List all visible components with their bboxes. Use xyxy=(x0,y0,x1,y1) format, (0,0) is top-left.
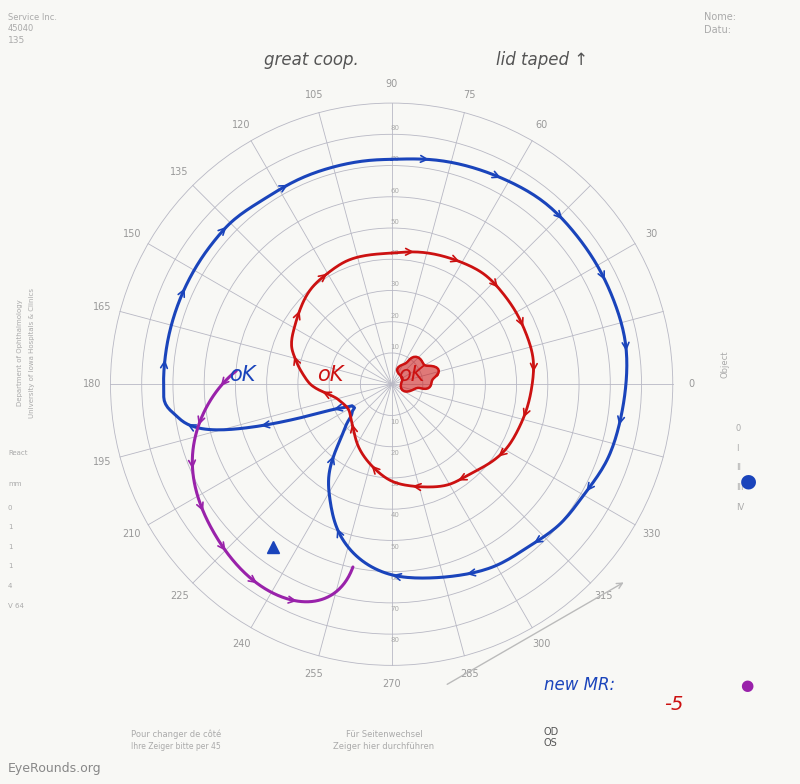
Text: 120: 120 xyxy=(233,119,251,129)
Text: 10: 10 xyxy=(390,419,399,425)
Text: 30: 30 xyxy=(646,229,658,239)
Text: 315: 315 xyxy=(594,591,613,601)
Text: 4: 4 xyxy=(8,583,12,589)
Text: 20: 20 xyxy=(390,313,399,318)
Text: 30: 30 xyxy=(390,481,399,487)
Text: 0: 0 xyxy=(736,424,742,434)
Text: 1: 1 xyxy=(8,544,13,550)
Text: 165: 165 xyxy=(93,302,111,311)
Text: 240: 240 xyxy=(233,639,251,649)
Text: Department of Ophthalmology: Department of Ophthalmology xyxy=(17,299,23,406)
Text: 300: 300 xyxy=(532,639,550,649)
Text: 285: 285 xyxy=(460,669,478,679)
Text: 50: 50 xyxy=(390,543,399,550)
Text: 75: 75 xyxy=(463,89,475,100)
Text: 225: 225 xyxy=(170,591,189,601)
Text: University of Iowa Hospitals & Clinics: University of Iowa Hospitals & Clinics xyxy=(29,288,35,418)
Polygon shape xyxy=(397,357,439,392)
Text: 50: 50 xyxy=(390,219,399,225)
Text: Pour changer de côté: Pour changer de côté xyxy=(131,729,221,739)
Text: 330: 330 xyxy=(642,529,661,539)
Text: oK: oK xyxy=(317,365,343,385)
Text: 60: 60 xyxy=(390,575,399,581)
Text: 20: 20 xyxy=(390,450,399,456)
Text: 0: 0 xyxy=(689,379,694,389)
Text: Service Inc.: Service Inc. xyxy=(8,13,57,22)
Text: 210: 210 xyxy=(122,529,141,539)
Text: 0: 0 xyxy=(8,505,13,510)
Text: 150: 150 xyxy=(122,229,141,239)
Text: ●: ● xyxy=(740,678,754,693)
Text: 80: 80 xyxy=(390,637,399,643)
Text: 60: 60 xyxy=(390,187,399,194)
Text: lid taped ↑: lid taped ↑ xyxy=(496,51,588,69)
Text: -5: -5 xyxy=(664,695,683,713)
Text: 270: 270 xyxy=(382,679,401,689)
Text: 195: 195 xyxy=(93,457,111,466)
Text: I: I xyxy=(736,444,738,453)
Text: ●: ● xyxy=(740,471,757,490)
Text: Ihre Zeiger bitte per 45: Ihre Zeiger bitte per 45 xyxy=(131,742,221,751)
Text: 70: 70 xyxy=(390,157,399,162)
Text: 90: 90 xyxy=(386,79,398,89)
Text: Datu:: Datu: xyxy=(704,25,731,35)
Text: II: II xyxy=(736,463,741,473)
Text: 180: 180 xyxy=(82,379,101,389)
Text: Zeiger hier durchführen: Zeiger hier durchführen xyxy=(334,742,434,751)
Text: 135: 135 xyxy=(170,167,189,177)
Text: Nome:: Nome: xyxy=(704,12,736,22)
Text: Object: Object xyxy=(720,350,729,379)
Text: Für Seitenwechsel: Für Seitenwechsel xyxy=(346,730,422,739)
Text: 45040: 45040 xyxy=(8,24,34,34)
Text: 40: 40 xyxy=(390,250,399,256)
Text: 135: 135 xyxy=(8,36,26,45)
Text: 255: 255 xyxy=(305,669,323,679)
Text: oK: oK xyxy=(229,365,256,385)
Text: 60: 60 xyxy=(535,119,548,129)
Text: OD: OD xyxy=(544,728,559,738)
Text: IV: IV xyxy=(736,503,744,512)
Text: great coop.: great coop. xyxy=(264,51,358,69)
Text: oK: oK xyxy=(398,365,424,385)
Text: III: III xyxy=(736,483,743,492)
Text: mm: mm xyxy=(8,481,22,487)
Text: new MR:: new MR: xyxy=(544,676,615,694)
Text: React: React xyxy=(8,450,27,456)
Text: V 64: V 64 xyxy=(8,603,24,608)
Text: 10: 10 xyxy=(390,344,399,350)
Text: 70: 70 xyxy=(390,606,399,612)
Text: 80: 80 xyxy=(390,125,399,131)
Text: 1: 1 xyxy=(8,564,13,569)
Text: 105: 105 xyxy=(305,89,323,100)
Text: 1: 1 xyxy=(8,524,13,530)
Text: 30: 30 xyxy=(390,281,399,288)
Text: EyeRounds.org: EyeRounds.org xyxy=(8,762,102,775)
Text: 40: 40 xyxy=(390,512,399,518)
Text: OS: OS xyxy=(544,739,558,749)
